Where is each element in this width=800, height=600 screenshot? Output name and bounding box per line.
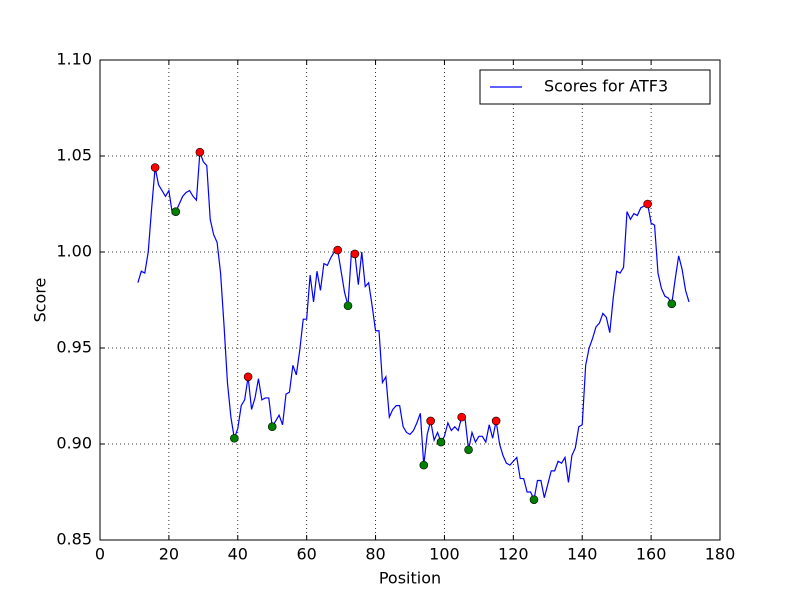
marker-point bbox=[267, 422, 277, 432]
y-tick-label: 1.10 bbox=[56, 50, 92, 69]
y-tick-label: 0.85 bbox=[56, 530, 92, 549]
y-tick-label: 0.95 bbox=[56, 338, 92, 357]
marker-point bbox=[464, 445, 473, 455]
marker-point bbox=[426, 416, 435, 426]
marker-point bbox=[491, 416, 501, 426]
x-tick-label: 20 bbox=[159, 545, 179, 564]
marker-point bbox=[343, 301, 353, 311]
plot-frame bbox=[99, 59, 721, 541]
marker-point bbox=[171, 207, 181, 216]
y-tick-label: 1.00 bbox=[56, 242, 92, 261]
marker-point bbox=[419, 460, 429, 470]
data-line bbox=[137, 151, 690, 502]
marker-point bbox=[350, 249, 360, 259]
x-tick-label: 140 bbox=[567, 545, 598, 564]
marker-point bbox=[667, 299, 677, 309]
x-tick-label: 100 bbox=[429, 545, 460, 564]
marker-point bbox=[230, 433, 239, 443]
x-tick-label: 180 bbox=[705, 545, 736, 564]
marker-point bbox=[333, 245, 342, 255]
marker-point bbox=[436, 437, 446, 447]
marker-point bbox=[243, 372, 253, 382]
y-axis-label: Score bbox=[31, 278, 50, 323]
x-tick-label: 0 bbox=[95, 545, 105, 564]
marker-point bbox=[529, 495, 539, 504]
legend-label: Scores for ATF3 bbox=[544, 77, 668, 96]
x-tick-label: 40 bbox=[228, 545, 248, 564]
x-axis-label: Position bbox=[379, 569, 441, 588]
marker-point bbox=[150, 163, 160, 172]
marker-point bbox=[457, 412, 466, 422]
x-tick-label: 160 bbox=[636, 545, 667, 564]
marker-point bbox=[643, 199, 652, 209]
marker-point bbox=[195, 147, 205, 157]
x-tick-label: 60 bbox=[296, 545, 316, 564]
y-tick-label: 1.05 bbox=[56, 146, 92, 165]
y-tick-label: 0.90 bbox=[56, 434, 92, 453]
x-tick-label: 80 bbox=[365, 545, 385, 564]
x-tick-label: 120 bbox=[498, 545, 529, 564]
